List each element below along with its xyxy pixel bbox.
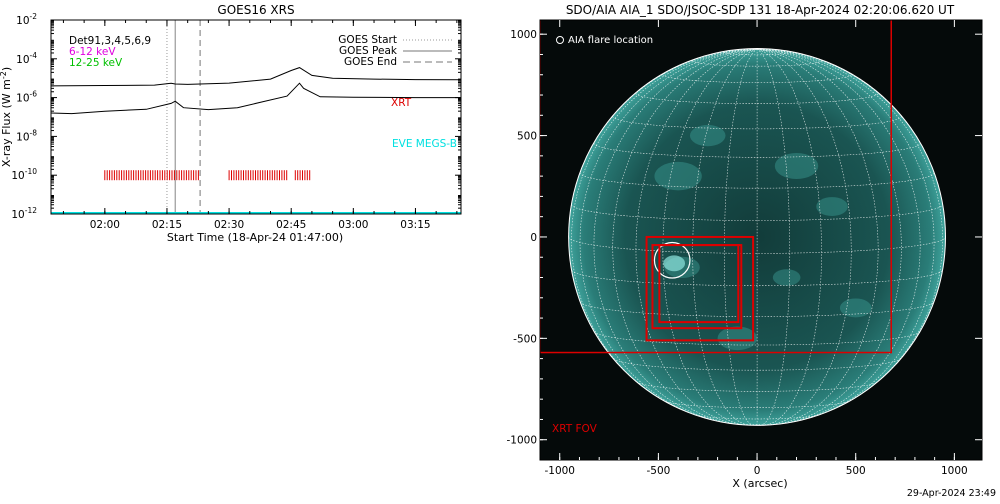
flare-location-circle [653,241,691,279]
aia-131-image-panel: SDO/AIA AIA_1 SDO/JSOC-SDP 131 18-Apr-20… [506,3,983,490]
coronal-emission-patch [689,124,726,147]
legend-band-high: 12-25 keV [69,57,123,69]
aia-y-tick-label: -500 [513,333,537,345]
goes-y-tick-label: 10-10 [11,167,37,182]
coronal-emission-patch [772,269,801,286]
grid-line [612,116,902,130]
coronal-emission-patch [717,326,758,351]
goes-y-tick-exponent: -6 [30,90,38,99]
goes-legend: Det91,3,4,5,6,9 6-12 keV 12-25 keV GOES … [69,34,452,69]
goes-x-tick-label: 02:30 [214,219,244,231]
goes-series-lower-line [51,82,461,115]
goes-y-tick-label: 10-12 [11,206,37,221]
goes-chart-title: GOES16 XRS [217,3,294,17]
grid-line [757,48,935,420]
goes-y-tick-exponent: -4 [30,51,38,60]
xrt-instrument-label: XRT [391,97,412,109]
goes-series-upper-line [51,67,461,87]
heliographic-grid [568,48,946,426]
goes-y-tick-label: 10-8 [16,128,37,143]
grid-line [593,331,921,346]
goes-y-axis-label-exponent: -2 [0,71,8,79]
legend-goes-end-label: GOES End [344,56,397,68]
goes-y-tick-exponent: -12 [25,206,37,215]
grid-line [579,301,935,317]
legend-band-low: 6-12 keV [69,46,116,58]
grid-line [757,48,902,425]
goes-y-axis-label: X-ray Flux (W m-2) [0,67,13,167]
aia-legend: AIA flare location [556,35,653,46]
goes-y-tick-label: 10-4 [16,51,37,66]
xrt-fov-box [658,244,740,324]
grid-line [724,48,758,426]
grid-line [663,400,851,408]
goes-xrs-lightcurve: GOES16 XRS 02:00 02:15 02:30 02:45 03:00 03:1… [0,3,462,244]
solar-limb [568,48,946,426]
goes-x-tick-label: 02:15 [152,219,182,231]
goes-x-tick-label: 02:00 [90,219,120,231]
goes-x-tick-label: 03:15 [400,219,430,231]
goes-y-tick-exponent: -8 [30,128,38,137]
grid-line [757,48,879,425]
goes-y-axis-label-close: ) [0,67,13,71]
aia-x-tick-label: 0 [754,465,761,477]
coronal-emission-patch [774,152,819,180]
aia-image-frame [539,19,983,461]
aia-x-tick-label: -1000 [544,465,575,477]
goes-plot-frame [50,19,462,215]
aia-y-tick-label: 500 [517,131,537,143]
grid-line [571,48,758,406]
grid-line [612,48,758,425]
grid-line [692,48,758,426]
coronal-emission-patches [654,124,872,351]
xrt-fov-label: XRT FOV [552,423,598,435]
goes-y-tick-label: 10-2 [16,12,37,27]
grid-line [757,48,921,423]
aia-y-tick-label: 1000 [510,29,537,41]
xrt-fov-box [540,20,892,354]
coronal-emission-patch [654,161,702,191]
aia-y-tick-label: 0 [530,232,537,244]
legend-goes-peak-label: GOES Peak [339,45,398,57]
aia-x-tick-label: 1000 [941,465,968,477]
goes-y-tick-exponent: -10 [25,167,37,176]
eve-instrument-label: EVE MEGS-B [392,138,457,150]
grid-line [571,270,943,286]
goes-x-tick-label: 03:00 [338,219,368,231]
xrt-observation-ticks [104,170,311,181]
solar-disk [568,48,946,426]
flare-legend-marker [556,36,564,44]
coronal-emission-patch [839,298,872,318]
grid-line [593,48,758,423]
grid-line [757,48,943,406]
goes-x-axis-label: Start Time (18-Apr-24 01:47:00) [167,231,343,244]
grid-line [757,48,822,426]
aia-legend-label: AIA flare location [568,35,653,46]
aia-y-tick-label: -1000 [506,435,537,447]
grid-line [635,48,758,425]
xrt-fov-box [645,235,755,342]
goes-y-tick-label: 10-6 [16,90,37,105]
aia-image-title: SDO/AIA AIA_1 SDO/JSOC-SDP 131 18-Apr-20… [566,3,955,17]
aia-x-axis-label: X (arcsec) [732,477,787,490]
aia-x-tick-label: -500 [646,465,670,477]
footer-timestamp: 29-Apr-2024 23:49 [907,488,996,499]
grid-line [579,48,758,420]
grid-line [756,48,791,426]
coronal-emission-patch [816,197,848,217]
legend-goes-start-label: GOES Start [338,34,397,46]
aia-x-tick-label: 500 [846,465,866,477]
legend-detectors: Det91,3,4,5,6,9 [69,35,151,47]
goes-x-tick-label: 02:45 [276,219,306,231]
flare-bright-core [663,255,686,272]
goes-y-tick-exponent: -2 [30,12,38,21]
